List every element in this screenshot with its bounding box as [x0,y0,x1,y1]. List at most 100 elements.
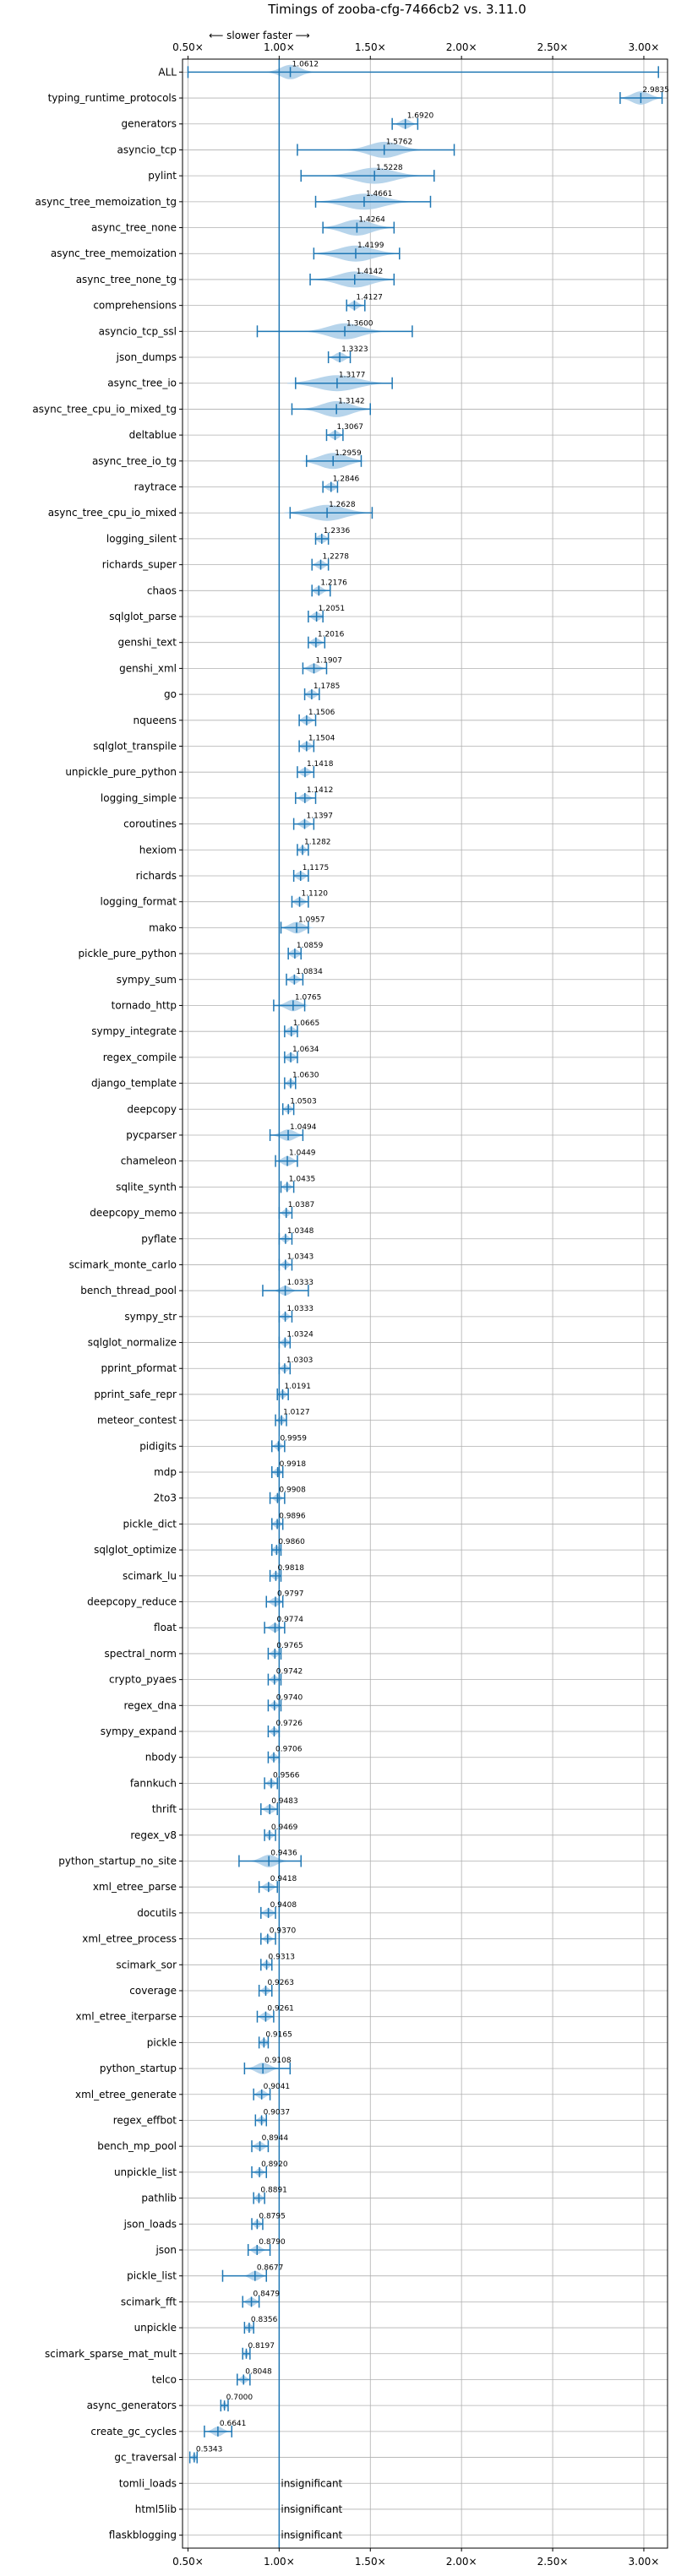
x-tick-label-top: 0.50× [172,41,204,53]
benchmark-label: sqlite_synth [116,1181,177,1193]
value-label: 0.8891 [260,2187,287,2195]
value-label: 0.8356 [251,2316,278,2324]
benchmark-label: pickle_dict [123,1518,177,1530]
value-label: 1.0634 [292,1046,319,1054]
benchmark-label: logging_format [100,896,177,908]
benchmark-label: xml_etree_parse [93,1881,177,1893]
benchmark-label: async_tree_io [107,378,177,389]
value-label: 1.0303 [286,1356,313,1365]
value-label: 1.2628 [329,501,356,509]
value-label: 1.1120 [302,890,329,899]
benchmark-label: json_loads [123,2218,177,2230]
benchmark-label: richards_super [102,559,177,571]
value-label: 1.3067 [337,423,364,432]
benchmark-label: logging_silent [106,533,177,545]
benchmark-label: html5lib [135,2503,177,2515]
benchmark-label: hexiom [139,844,177,856]
value-label: 0.9418 [270,1875,297,1883]
benchmark-label: bench_mp_pool [97,2140,177,2152]
value-label: 1.2336 [324,527,351,535]
benchmark-label: scimark_monte_carlo [69,1258,177,1270]
value-label: 0.8479 [254,2290,281,2298]
value-label: 1.4142 [357,268,384,276]
benchmark-label: scimark_sor [116,1959,177,1970]
value-label: 1.4661 [366,190,393,198]
benchmark-label: sympy_sum [117,974,177,986]
value-label: 0.9108 [264,2057,292,2065]
benchmark-label: gc_traversal [114,2452,177,2464]
benchmark-label: unpickle_pure_python [65,766,177,778]
value-label: 1.1907 [316,656,343,665]
benchmark-label: asyncio_tcp_ssl [99,325,177,337]
benchmark-label: genshi_text [118,637,177,649]
benchmark-label: logging_simple [101,792,177,804]
benchmark-label: meteor_contest [97,1415,177,1427]
benchmark-label: sympy_str [124,1311,177,1323]
value-label: 0.9370 [270,1927,297,1936]
value-label: 1.4264 [358,216,385,225]
value-label: 0.9918 [280,1460,307,1469]
benchmark-label: pycparser [126,1129,177,1141]
value-label: 1.0191 [284,1383,311,1391]
value-label: 2.9835 [642,86,669,95]
benchmark-label: docutils [137,1907,177,1919]
benchmark-label: async_tree_memoization [51,247,177,259]
value-label: 1.3323 [341,345,368,354]
value-label: 1.4127 [356,294,383,302]
benchmark-label: flaskblogging [109,2530,177,2541]
benchmark-label: unpickle [134,2322,177,2334]
benchmark-label: pathlib [141,2193,177,2204]
benchmark-label: django_template [91,1078,177,1090]
value-label: 0.9261 [267,2005,294,2014]
value-label: 0.9313 [269,1953,296,1961]
value-label: 1.3177 [339,372,366,380]
value-label: 1.1175 [303,864,330,872]
benchmark-label: pickle_list [127,2270,177,2282]
value-label: 1.2016 [318,631,345,639]
benchmark-label: xml_etree_process [82,1933,177,1945]
value-label: 0.8677 [257,2264,284,2273]
x-tick-label-bottom: 1.00× [264,2556,295,2568]
benchmark-label: regex_effbot [113,2114,177,2126]
value-label: 1.0435 [289,1175,316,1183]
value-label: 1.0503 [290,1097,317,1106]
benchmark-label: asyncio_tcp [117,144,177,155]
value-label: 0.9706 [275,1746,303,1754]
value-label: 1.0387 [288,1201,315,1209]
chart-title: Timings of zooba-cfg-7466cb2 vs. 3.11.0 [267,2,526,17]
value-label: 1.2959 [335,449,362,458]
value-label: 1.0333 [287,1305,314,1313]
value-label: 1.1412 [307,786,334,795]
benchmark-label: mdp [154,1466,177,1478]
benchmark-label: pprint_pformat [101,1362,177,1374]
benchmark-label: pidigits [139,1440,177,1452]
benchmark-label: pickle_pure_python [79,948,177,959]
benchmark-label: pickle [147,2036,177,2048]
value-label: 1.2846 [333,476,360,484]
benchmark-label: nbody [145,1752,177,1764]
value-label: 0.9469 [271,1823,298,1832]
grid-layer [183,59,668,2548]
benchmark-label: json_dumps [116,351,177,363]
benchmark-label: sympy_expand [101,1725,177,1737]
value-label: 1.1506 [308,709,335,717]
value-label: 1.2051 [319,605,346,613]
value-label: 1.1418 [307,760,334,769]
benchmark-label: create_gc_cycles [90,2426,177,2437]
value-label: 0.9908 [279,1486,306,1495]
benchmark-label: deepcopy_reduce [87,1596,177,1608]
benchmark-label: generators [121,118,177,130]
value-label: 1.0494 [290,1123,317,1132]
value-label: 0.7000 [226,2394,254,2402]
benchmark-label: typing_runtime_protocols [48,92,177,104]
value-label: 1.4199 [357,242,384,250]
benchmark-label: sqlglot_normalize [88,1337,177,1349]
x-tick-label-top: 3.00× [629,41,660,53]
value-label: 1.1504 [308,734,335,742]
benchmark-label: raytrace [134,481,177,493]
x-tick-label-top: 2.00× [446,41,477,53]
value-label: 1.1785 [313,682,341,691]
benchmark-label: thrift [152,1803,177,1815]
benchmark-label: async_generators [87,2399,177,2411]
